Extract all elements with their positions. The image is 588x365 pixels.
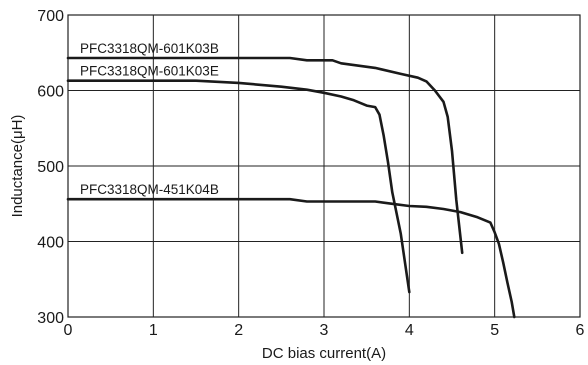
x-tick-label-6: 6 [576, 322, 585, 339]
series-lines [66, 56, 516, 319]
series-line-2 [66, 197, 516, 319]
y-tick-label-1: 400 [37, 235, 64, 252]
plot-frame [67, 14, 581, 318]
x-tick-label-5: 5 [490, 322, 499, 339]
x-tick-label-3: 3 [320, 322, 329, 339]
series-label-0: PFC3318QM-601K03B [80, 41, 219, 56]
series-label-1: PFC3318QM-601K03E [80, 64, 219, 79]
x-tick-label-0: 0 [64, 322, 73, 339]
x-tick-label-1: 1 [149, 322, 158, 339]
y-tick-label-2: 500 [37, 159, 64, 176]
series-line-0 [66, 56, 464, 255]
x-tick-label-4: 4 [405, 322, 414, 339]
series-labels: PFC3318QM-601K03B PFC3318QM-601K03E PFC331… [80, 41, 219, 197]
y-tick-label-3: 600 [37, 84, 64, 101]
grid [67, 14, 581, 318]
x-axis-title: DC bias current(A) [262, 345, 386, 362]
y-tick-label-0: 300 [37, 310, 64, 327]
tick-labels: 0 1 2 3 4 5 6 300 400 500 600 700 [37, 8, 584, 339]
series-label-2: PFC3318QM-451K04B [80, 182, 219, 197]
x-tick-label-2: 2 [234, 322, 243, 339]
y-axis-title: Inductance(μH) [9, 115, 26, 218]
y-tick-label-4: 700 [37, 8, 64, 25]
series-line-1 [66, 79, 411, 294]
